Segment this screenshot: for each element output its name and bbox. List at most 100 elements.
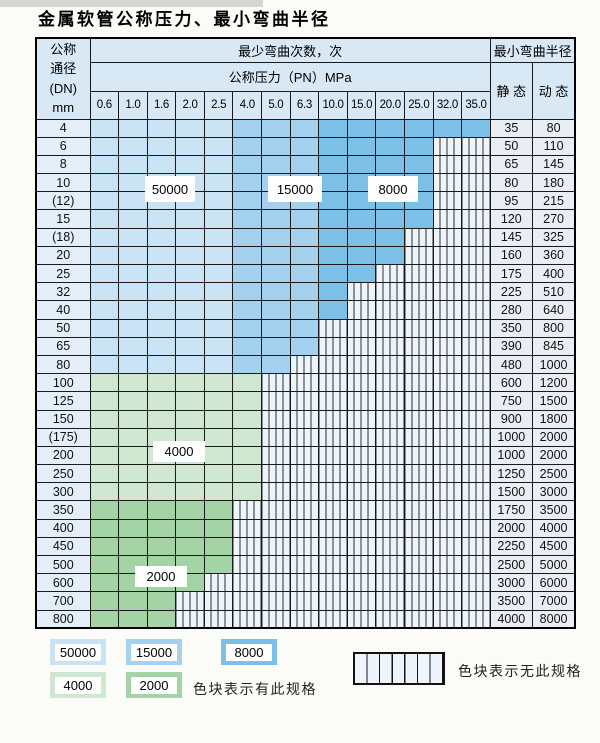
spec-cell [318,536,348,557]
spec-cell [118,409,148,429]
table-row: 500 2500 5000 [35,554,576,575]
table-row: 80 480 1000 [35,354,576,375]
spec-cell [261,227,291,247]
pressure-value-cell: 1.0 [118,90,148,120]
static-value-cell: 4000 [489,609,533,629]
spec-cell [261,300,291,320]
dynamic-value-cell: 2000 [531,445,576,466]
dn-cell: 400 [35,518,91,538]
spec-cell [375,318,406,338]
spec-cell [232,209,263,229]
spec-cell [203,591,234,611]
spec-cell [89,136,120,156]
spec-cell [318,373,348,393]
spec-cell [89,191,120,211]
pressure-value-cell: 15.0 [346,90,377,120]
spec-cell [118,609,148,629]
dynamic-value-cell: 640 [531,300,576,320]
spec-cell [432,373,463,393]
spec-cell [118,336,148,356]
spec-cell [89,227,120,247]
bend-count-label: 50000 [145,176,195,202]
spec-cell [118,191,148,211]
spec-cell [375,445,406,466]
dn-cell: 15 [35,209,91,229]
corner-line: (DN) [49,80,77,96]
spec-cell [318,245,348,266]
spec-cell [461,573,491,593]
spec-cell [232,354,263,375]
spec-cell [118,209,148,229]
spec-cell [232,318,263,338]
spec-cell [432,336,463,356]
spec-cell [203,318,234,338]
spec-cell [175,391,205,411]
spec-cell [404,518,434,538]
spec-cell [175,136,205,156]
spec-cell [232,263,263,284]
spec-cell [146,154,177,175]
dynamic-header: 动 态 [531,61,576,120]
spec-cell [261,391,291,411]
spec-cell [203,518,234,538]
spec-cell [375,245,406,266]
spec-cell [232,336,263,356]
spec-cell [318,354,348,375]
spec-cell [318,573,348,593]
pressure-value-cell: 6.3 [289,90,320,120]
spec-cell [432,591,463,611]
spec-cell [89,427,120,447]
dynamic-value-cell: 180 [531,173,576,193]
spec-cell [346,554,377,575]
spec-cell [289,209,320,229]
spec-cell [289,154,320,175]
spec-cell [232,409,263,429]
spec-cell [175,536,205,557]
pressure-value-cell: 35.0 [461,90,491,120]
dynamic-value-cell: 325 [531,227,576,247]
spec-cell [289,245,320,266]
spec-cell [118,482,148,502]
spec-cell [261,427,291,447]
legend-swatch: 4000 [50,672,106,698]
spec-cell [375,573,406,593]
spec-cell [318,482,348,502]
spec-cell [261,336,291,356]
spec-cell [461,536,491,557]
spec-cell [89,445,120,466]
spec-cell [404,409,434,429]
dn-cell: 150 [35,409,91,429]
legend-swatch: 2000 [126,672,182,698]
spec-cell [261,445,291,466]
spec-cell [261,118,291,138]
static-header: 静 态 [489,61,533,120]
spec-cell [318,227,348,247]
spec-cell [261,354,291,375]
dn-cell: 40 [35,300,91,320]
spec-cell [289,518,320,538]
spec-cell [146,263,177,284]
spec-cell [175,209,205,229]
spec-cell [289,591,320,611]
pressure-value-cell: 32.0 [432,90,463,120]
table-row: 450 2250 4500 [35,536,576,557]
spec-cell [89,245,120,266]
spec-cell [175,245,205,266]
pressure-value-cell: 20.0 [375,90,406,120]
spec-cell [118,464,148,484]
spec-cell [289,300,320,320]
spec-cell [375,136,406,156]
spec-cell [232,227,263,247]
spec-cell [318,318,348,338]
spec-cell [261,591,291,611]
spec-cell [461,209,491,229]
spec-cell [461,445,491,466]
dn-cell: 800 [35,609,91,629]
dn-cell: 80 [35,354,91,375]
spec-cell [346,318,377,338]
spec-cell [461,500,491,520]
spec-cell [404,591,434,611]
spec-cell [289,500,320,520]
spec-cell [261,245,291,266]
spec-cell [232,373,263,393]
